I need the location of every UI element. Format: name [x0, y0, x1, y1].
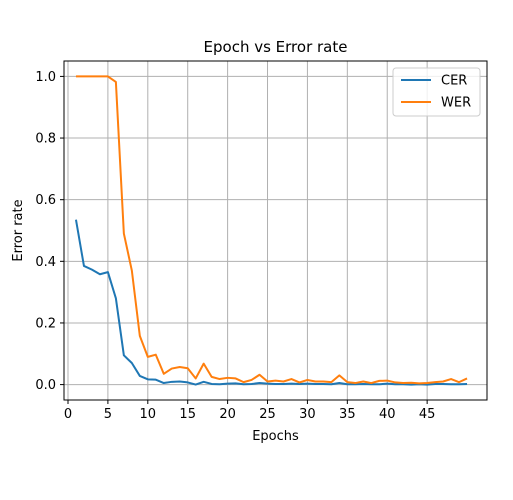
y-tick-label: 0.4 — [35, 255, 56, 270]
legend-label-wer: WER — [441, 96, 471, 111]
y-tick-label: 0.0 — [35, 378, 56, 393]
y-tick-label: 1.0 — [35, 70, 56, 85]
y-tick-label: 0.2 — [35, 316, 56, 331]
chart-title: Epoch vs Error rate — [204, 38, 348, 56]
x-tick-label: 25 — [259, 407, 276, 422]
y-tick-label: 0.6 — [35, 193, 56, 208]
x-tick-label: 40 — [379, 407, 396, 422]
series-line-cer — [74, 219, 468, 386]
y-axis-label: Error rate — [11, 199, 26, 261]
x-tick-label: 10 — [140, 407, 157, 422]
x-axis-label: Epochs — [252, 429, 299, 444]
axis-ticks: 0 5 10 15 20 25 30 35 40 45 0.0 0.2 0.4 0.6 0.8 1.0 — [35, 70, 435, 422]
x-tick-label: 30 — [299, 407, 316, 422]
plot-frame — [63, 60, 488, 401]
x-tick-label: 45 — [419, 407, 436, 422]
x-tick-label: 0 — [64, 407, 72, 422]
legend-label-cer: CER — [441, 74, 467, 89]
x-tick-label: 20 — [219, 407, 236, 422]
y-tick-label: 0.8 — [35, 132, 56, 147]
x-tick-label: 35 — [339, 407, 356, 422]
series-line-wer — [75, 75, 468, 385]
x-tick-label: 5 — [104, 407, 112, 422]
series-lines — [74, 75, 468, 386]
legend: CER WER — [392, 67, 481, 117]
x-tick-label: 15 — [179, 407, 196, 422]
